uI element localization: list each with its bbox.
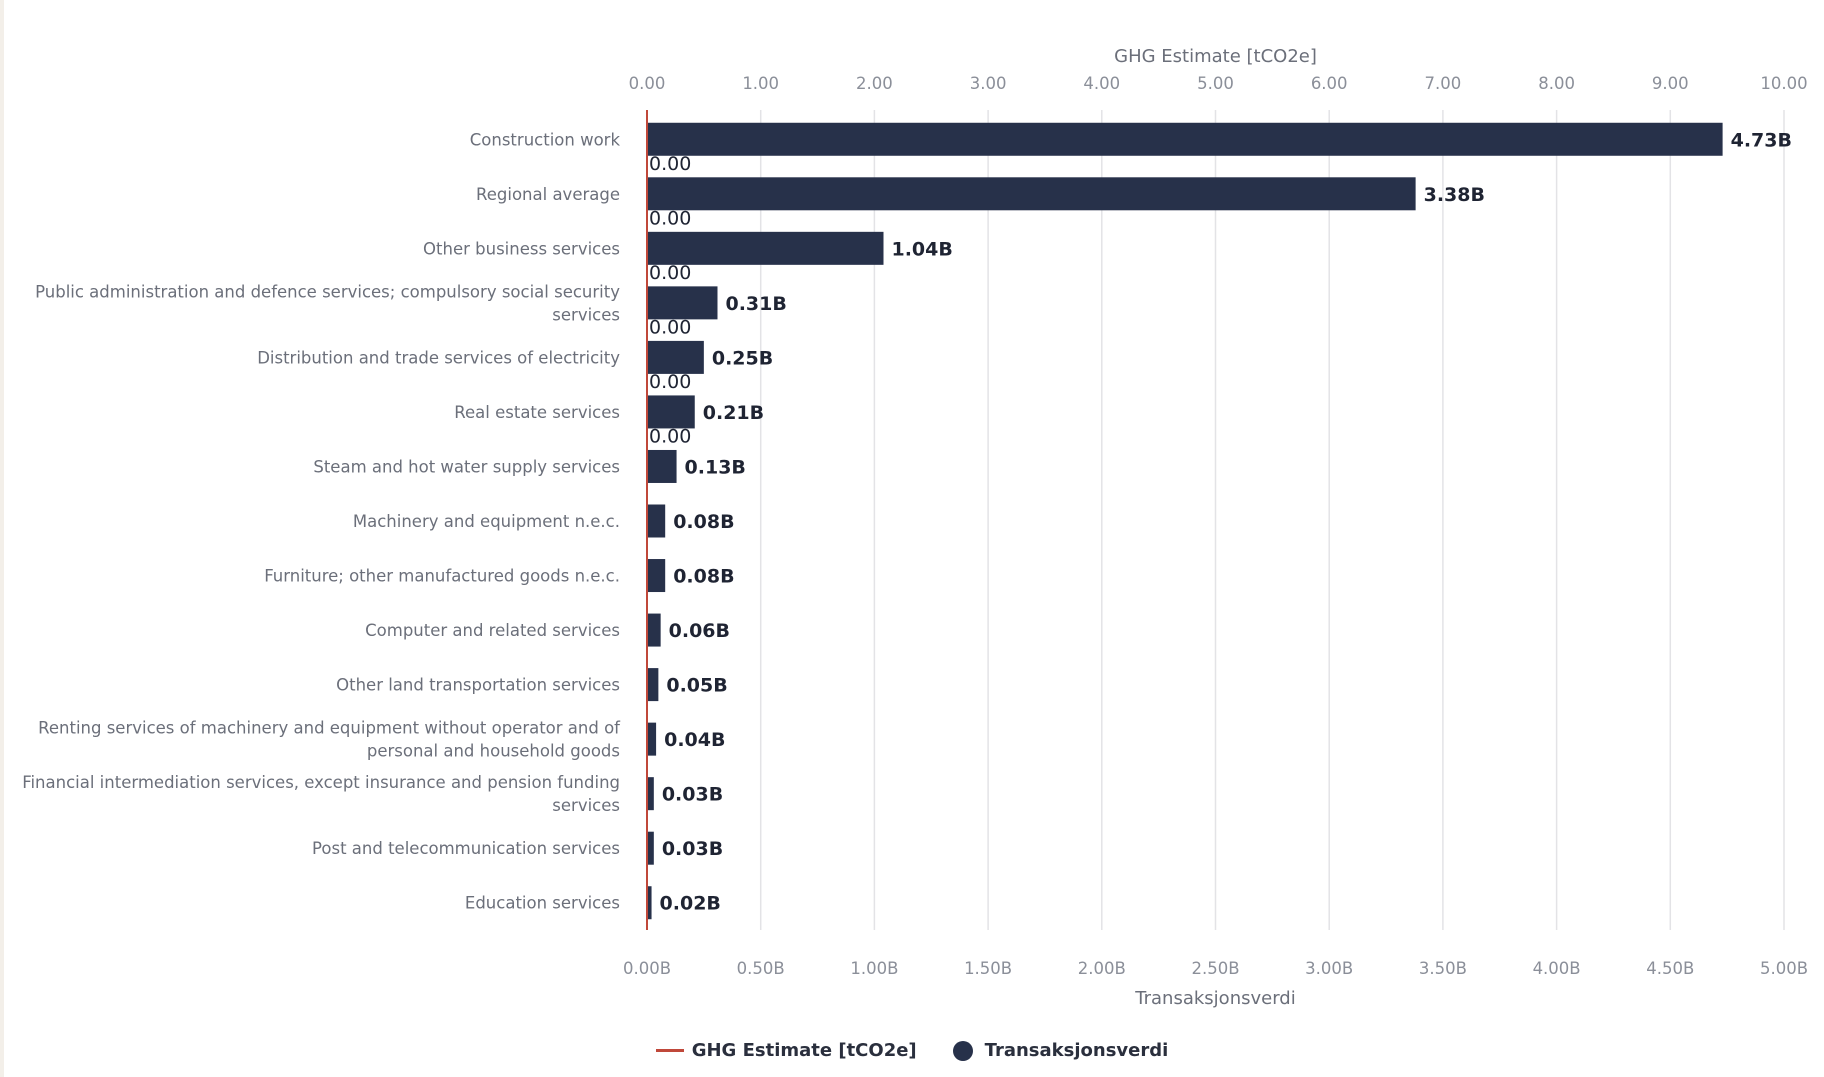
legend-label-ghg: GHG Estimate [tCO2e]: [691, 1040, 917, 1061]
bar-value-label: 0.21B: [703, 402, 764, 424]
category-label: Computer and related services: [365, 621, 620, 640]
top-tick-label: 7.00: [1425, 74, 1462, 93]
category-label: Public administration and defence servic…: [35, 282, 620, 324]
bar-value-label: 0.06B: [669, 620, 730, 642]
category-label: Steam and hot water supply services: [313, 457, 620, 476]
bar-value-label: 4.73B: [1731, 129, 1792, 151]
legend-item-ghg[interactable]: GHG Estimate [tCO2e]: [655, 1040, 917, 1061]
bar[interactable]: [647, 286, 718, 320]
bar[interactable]: [647, 395, 695, 429]
top-tick-label: 9.00: [1652, 74, 1689, 93]
category-labels: Construction work Regional average Other b…: [22, 130, 621, 912]
bar-value-label: 0.13B: [685, 456, 746, 478]
category-label: Education services: [465, 894, 620, 913]
bottom-tick-label: 4.50B: [1646, 959, 1694, 978]
top-tick-label: 6.00: [1311, 74, 1348, 93]
bar[interactable]: [647, 613, 661, 647]
bottom-axis-title: Transaksjonsverdi: [1134, 988, 1295, 1009]
bottom-tick-label: 3.00B: [1305, 959, 1353, 978]
top-tick-label: 5.00: [1197, 74, 1234, 93]
bottom-tick-label: 2.00B: [1078, 959, 1126, 978]
top-tick-label: 10.00: [1760, 74, 1807, 93]
bar[interactable]: [647, 668, 659, 702]
category-label: Furniture; other manufactured goods n.e.…: [264, 567, 620, 586]
bar-value-label: 0.31B: [725, 293, 786, 315]
bottom-tick-label: 1.50B: [964, 959, 1012, 978]
bar[interactable]: [647, 449, 677, 483]
legend-item-transaksjonsverdi[interactable]: Transaksjonsverdi: [952, 1040, 1169, 1061]
bottom-tick-label: 0.00B: [623, 959, 671, 978]
bar-value-label: 0.04B: [664, 729, 725, 751]
bar-value-label: 0.02B: [660, 893, 721, 915]
bar-value-label: 1.04B: [891, 238, 952, 260]
category-label: Other land transportation services: [336, 676, 620, 695]
top-tick-label: 3.00: [970, 74, 1007, 93]
bar[interactable]: [647, 559, 666, 593]
bottom-tick-label: 1.00B: [850, 959, 898, 978]
bar-value-label: 0.05B: [666, 675, 727, 697]
legend-line-icon: [655, 1049, 684, 1052]
bottom-tick-label: 3.50B: [1419, 959, 1467, 978]
ghg-value-label: 0.00: [649, 316, 691, 338]
bar-value-label: 3.38B: [1424, 184, 1485, 206]
bottom-tick-label: 4.00B: [1533, 959, 1581, 978]
bar[interactable]: [647, 231, 884, 265]
bar[interactable]: [647, 886, 652, 920]
bottom-axis: 0.00B 0.50B 1.00B 1.50B 2.00B 2.50B 3.00B 3.50B…: [623, 959, 1808, 1009]
category-label: Distribution and trade services of elect…: [257, 348, 620, 367]
bar[interactable]: [647, 177, 1416, 211]
ghg-value-label: 0.00: [649, 425, 691, 447]
bar-value-label: 0.08B: [673, 566, 734, 588]
bar-value-label: 0.08B: [673, 511, 734, 533]
ghg-value-label: 0.00: [649, 371, 691, 393]
category-label: Machinery and equipment n.e.c.: [353, 512, 620, 531]
category-label: Regional average: [476, 185, 620, 204]
bar-value-label: 0.03B: [662, 784, 723, 806]
ghg-value-label: 0.00: [649, 262, 691, 284]
top-tick-label: 8.00: [1538, 74, 1575, 93]
bottom-tick-label: 2.50B: [1191, 959, 1239, 978]
ghg-value-label: 0.00: [649, 153, 691, 175]
bar[interactable]: [647, 340, 704, 374]
legend-label-transaksjonsverdi: Transaksjonsverdi: [984, 1040, 1169, 1061]
legend: GHG Estimate [tCO2e] Transaksjonsverdi: [0, 1040, 1824, 1061]
bar-value-label: 0.03B: [662, 838, 723, 860]
category-label: Real estate services: [454, 403, 620, 422]
category-label: Other business services: [423, 239, 620, 258]
bottom-tick-label: 0.50B: [737, 959, 785, 978]
bottom-tick-label: 5.00B: [1760, 959, 1808, 978]
category-label: Post and telecommunication services: [312, 839, 620, 858]
bars: 4.73B 3.38B 1.04B 0.31B 0.25B 0.21B 0.13B 0.08B…: [647, 122, 1792, 920]
bar[interactable]: [647, 722, 657, 756]
bar[interactable]: [647, 831, 654, 865]
top-axis-title: GHG Estimate [tCO2e]: [1114, 46, 1317, 67]
top-tick-label: 0.00: [629, 74, 666, 93]
ghg-value-labels: 0.00 0.00 0.00 0.00 0.00 0.00: [649, 153, 691, 448]
bar[interactable]: [647, 504, 666, 538]
legend-dot-icon: [952, 1040, 973, 1061]
bar[interactable]: [647, 122, 1723, 156]
left-edge-strip: [0, 0, 4, 1077]
top-tick-label: 1.00: [742, 74, 779, 93]
top-axis: 0.00 1.00 2.00 3.00 4.00 5.00 6.00 7.00 8.00 9.00…: [629, 46, 1808, 93]
top-tick-label: 4.00: [1083, 74, 1120, 93]
bar-value-label: 0.25B: [712, 347, 773, 369]
category-label: Renting services of machinery and equipm…: [38, 719, 621, 761]
category-label: Construction work: [470, 130, 621, 149]
top-tick-label: 2.00: [856, 74, 893, 93]
bar[interactable]: [647, 777, 654, 811]
ghg-value-label: 0.00: [649, 207, 691, 229]
category-label: Financial intermediation services, excep…: [22, 773, 620, 815]
